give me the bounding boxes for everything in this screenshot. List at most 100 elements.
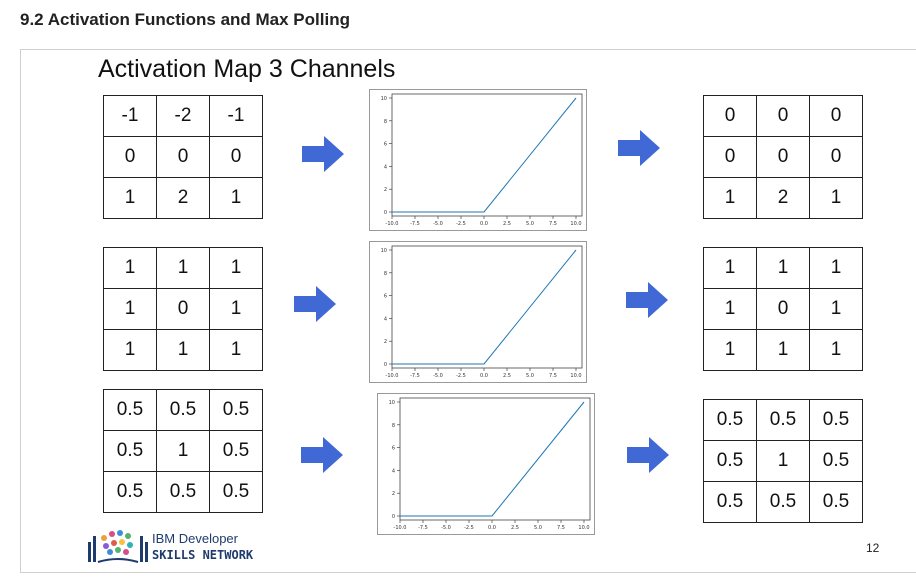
input-matrix-3: 0.5 0.5 0.5 0.5 1 0.5 0.5 0.5 0.5 bbox=[103, 389, 263, 513]
matrix-cell: 0 bbox=[209, 136, 263, 178]
matrix-cell: 1 bbox=[209, 329, 263, 371]
matrix-cell: 0 bbox=[156, 288, 210, 330]
y-tick-label: 10 bbox=[381, 248, 387, 254]
y-tick-label: 2 bbox=[392, 491, 395, 497]
y-tick-label: 10 bbox=[381, 96, 387, 102]
matrix-cell: 0.5 bbox=[156, 389, 210, 431]
x-tick-label: -7.5 bbox=[410, 221, 420, 227]
x-tick-label: -7.5 bbox=[410, 373, 420, 379]
matrix-cell: 0.5 bbox=[209, 430, 263, 472]
right-arrow-icon bbox=[627, 437, 669, 473]
relu-line bbox=[392, 97, 577, 213]
matrix-cell: 0 bbox=[103, 136, 157, 178]
x-tick-label: -7.5 bbox=[418, 525, 428, 531]
matrix-cell: 1 bbox=[809, 177, 863, 219]
matrix-row: -1 -2 -1 bbox=[103, 95, 263, 137]
input-matrix-1: -1 -2 -1 0 0 0 1 2 1 bbox=[103, 95, 263, 219]
output-matrix-3: 0.5 0.5 0.5 0.5 1 0.5 0.5 0.5 0.5 bbox=[703, 399, 863, 523]
x-tick-label: 7.5 bbox=[549, 373, 557, 379]
x-tick-label: -10.0 bbox=[386, 221, 399, 227]
matrix-cell: -2 bbox=[156, 95, 210, 137]
matrix-cell: 1 bbox=[209, 177, 263, 219]
x-tick-label: 2.5 bbox=[503, 373, 511, 379]
x-tick-label: -5.0 bbox=[441, 525, 451, 531]
y-tick-label: 8 bbox=[384, 119, 387, 125]
slide-frame bbox=[20, 49, 916, 573]
logo-text: IBM Developer SKILLS NETWORK bbox=[152, 531, 253, 563]
matrix-row: 0.5 0.5 0.5 bbox=[103, 389, 263, 431]
x-tick-label: -2.5 bbox=[464, 525, 474, 531]
x-tick-label: 10.0 bbox=[570, 221, 581, 227]
x-tick-label: -5.0 bbox=[433, 221, 443, 227]
x-tick-label: 10.0 bbox=[578, 525, 589, 531]
matrix-cell: 0.5 bbox=[809, 399, 863, 441]
logo-line-2: SKILLS NETWORK bbox=[152, 548, 254, 562]
matrix-row: 0.5 1 0.5 bbox=[703, 440, 863, 482]
matrix-cell: 0.5 bbox=[103, 471, 157, 513]
x-tick-label: 2.5 bbox=[503, 221, 511, 227]
right-arrow-icon bbox=[302, 136, 344, 172]
y-tick-label: 2 bbox=[384, 339, 387, 345]
y-tick-label: 2 bbox=[384, 187, 387, 193]
plot-frame bbox=[399, 397, 591, 521]
matrix-cell: 2 bbox=[756, 177, 810, 219]
y-tick-label: 6 bbox=[384, 142, 387, 148]
y-tick-label: 8 bbox=[392, 423, 395, 429]
matrix-cell: 1 bbox=[209, 247, 263, 289]
x-tick-label: -2.5 bbox=[456, 221, 466, 227]
matrix-cell: -1 bbox=[209, 95, 263, 137]
matrix-cell: 0.5 bbox=[756, 399, 810, 441]
matrix-cell: 0 bbox=[703, 95, 757, 137]
x-tick-label: 7.5 bbox=[557, 525, 565, 531]
x-tick-label: 0.0 bbox=[488, 525, 496, 531]
matrix-row: 0.5 0.5 0.5 bbox=[103, 471, 263, 513]
matrix-cell: 1 bbox=[103, 288, 157, 330]
matrix-cell: 1 bbox=[756, 329, 810, 371]
matrix-cell: 0.5 bbox=[703, 399, 757, 441]
page-number: 12 bbox=[866, 541, 880, 555]
plot-frame bbox=[391, 93, 583, 217]
x-tick-label: 5.0 bbox=[534, 525, 542, 531]
x-tick-label: -2.5 bbox=[456, 373, 466, 379]
matrix-cell: 0.5 bbox=[209, 389, 263, 431]
matrix-cell: 0.5 bbox=[209, 471, 263, 513]
matrix-cell: 0 bbox=[756, 95, 810, 137]
relu-plot-2: 0 2 4 6 8 10 -10.0 -7.5 -5.0 -2.5 0.0 2.5 5.0 7.5 10.0 bbox=[369, 241, 587, 383]
right-arrow-icon bbox=[294, 286, 336, 322]
x-tick-label: -10.0 bbox=[394, 525, 407, 531]
matrix-cell: 0 bbox=[756, 136, 810, 178]
y-tick-label: 4 bbox=[392, 468, 395, 474]
y-tick-label: 0 bbox=[384, 210, 387, 216]
matrix-cell: 1 bbox=[103, 247, 157, 289]
x-tick-label: -10.0 bbox=[386, 373, 399, 379]
matrix-cell: 1 bbox=[156, 247, 210, 289]
matrix-cell: 1 bbox=[809, 288, 863, 330]
matrix-cell: 1 bbox=[103, 177, 157, 219]
matrix-cell: 0 bbox=[156, 136, 210, 178]
y-tick-label: 6 bbox=[392, 446, 395, 452]
y-tick-label: 0 bbox=[384, 362, 387, 368]
x-tick-label: 5.0 bbox=[526, 373, 534, 379]
matrix-cell: 1 bbox=[156, 329, 210, 371]
matrix-cell: 0 bbox=[809, 136, 863, 178]
matrix-cell: 0 bbox=[756, 288, 810, 330]
x-tick-label: 0.0 bbox=[480, 373, 488, 379]
matrix-cell: 0.5 bbox=[103, 430, 157, 472]
matrix-cell: 0.5 bbox=[156, 471, 210, 513]
matrix-cell: 1 bbox=[209, 288, 263, 330]
matrix-row: 0.5 0.5 0.5 bbox=[703, 399, 863, 441]
page-title: 9.2 Activation Functions and Max Polling bbox=[20, 10, 350, 29]
matrix-cell: 0.5 bbox=[756, 481, 810, 523]
matrix-cell: 1 bbox=[809, 247, 863, 289]
matrix-cell: 0.5 bbox=[809, 481, 863, 523]
y-tick-label: 4 bbox=[384, 316, 387, 322]
